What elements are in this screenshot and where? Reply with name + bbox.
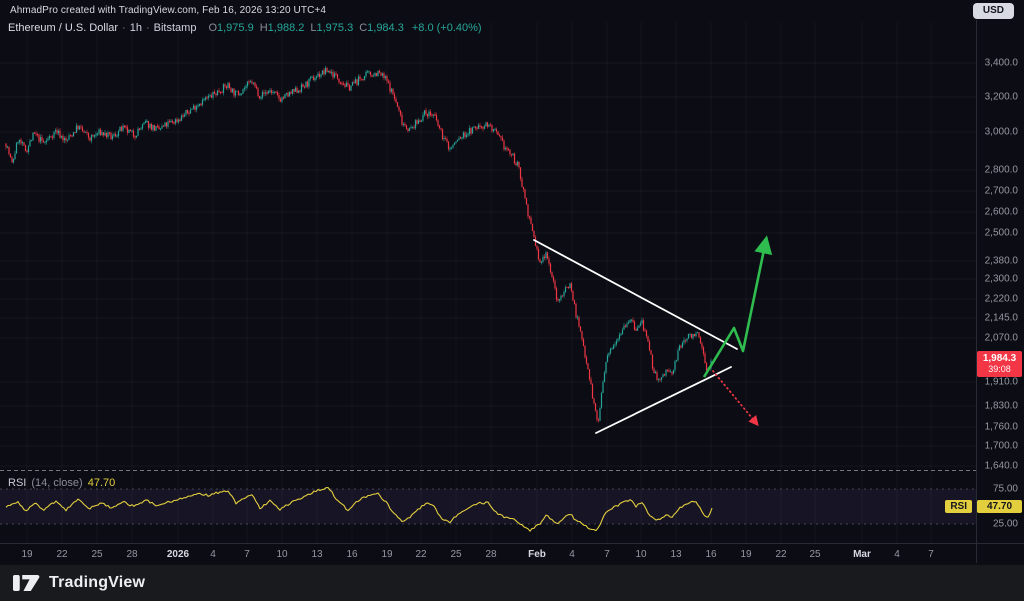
time-axis-label: 13 — [670, 549, 682, 560]
time-axis-label: 7 — [928, 549, 934, 560]
time-axis[interactable]: 19 22 25 28 2026 4 7 10 13 16 19 22 25 28 Feb 4 7 10 13 16 1… — [0, 0, 976, 563]
time-axis-label: 10 — [635, 549, 647, 560]
open-label: O — [208, 22, 217, 34]
chart-canvas[interactable] — [0, 0, 1024, 565]
price-axis-label: 1,700.0 — [984, 440, 1018, 452]
price-axis-label: 1,910.0 — [984, 376, 1018, 388]
time-axis-label: 25 — [809, 549, 821, 560]
brand-name: TradingView — [49, 574, 146, 591]
tradingview-logo[interactable] — [13, 575, 40, 591]
low-label: L — [310, 22, 317, 34]
time-axis-label: 16 — [705, 549, 717, 560]
time-axis-label: 19 — [740, 549, 752, 560]
price-axis-label: 2,300.0 — [984, 273, 1018, 285]
ohlc-values: O1,975.9 H1,988.2 L1,975.3 C1,984.3 +8.0… — [208, 22, 481, 34]
price-axis[interactable]: 1,984.3 39:08 47.70 3,400.0 3,200.0 3,000.… — [976, 0, 1024, 563]
header-bar: AhmadPro created with TradingView.com, F… — [0, 0, 1024, 21]
time-axis-label: 7 — [604, 549, 610, 560]
current-price-badge: 1,984.3 39:08 — [977, 351, 1022, 377]
price-axis-label: 3,000.0 — [984, 126, 1018, 138]
symbol-legend: Ethereum / U.S. Dollar · 1h · Bitstamp O… — [8, 22, 482, 34]
price-axis-label: 2,380.0 — [984, 255, 1018, 267]
time-axis-label: 28 — [126, 549, 138, 560]
close-value: 1,984.3 — [367, 22, 404, 34]
symbol-title[interactable]: Ethereum / U.S. Dollar — [8, 22, 119, 34]
legend-separator: · — [145, 22, 150, 34]
price-axis-label: 1,830.0 — [984, 400, 1018, 412]
price-axis-label: 1,760.0 — [984, 421, 1018, 433]
legend-separator: · — [122, 22, 126, 34]
price-axis-label: 2,500.0 — [984, 227, 1018, 239]
time-axis-label: 22 — [415, 549, 427, 560]
price-axis-label: 75.00 — [992, 483, 1018, 495]
time-axis-label: 4 — [894, 549, 900, 560]
rsi-params: (14, close) — [31, 477, 83, 489]
candles-down-bodies — [5, 68, 708, 421]
time-axis-label: Mar — [853, 549, 871, 560]
time-axis-label: 16 — [346, 549, 358, 560]
exchange-label: Bitstamp — [153, 22, 197, 34]
price-axis-label: 2,220.0 — [984, 293, 1018, 305]
rsi-indicator-legend: RSI (14, close) 47.70 — [8, 477, 115, 489]
price-axis-label: 1,640.0 — [984, 460, 1018, 472]
time-axis-label: 2026 — [166, 549, 190, 560]
candles-up-bodies — [6, 68, 712, 421]
interval-label[interactable]: 1h — [129, 22, 142, 34]
price-axis-label: 2,070.0 — [984, 332, 1018, 344]
time-axis-label: 25 — [91, 549, 103, 560]
resistance-trendline[interactable] — [533, 239, 738, 350]
snapshot-credit: AhmadPro created with TradingView.com, F… — [10, 5, 327, 16]
close-label: C — [359, 22, 368, 34]
price-axis-label: 2,600.0 — [984, 206, 1018, 218]
price-axis-label: 2,700.0 — [984, 185, 1018, 197]
time-axis-label: 4 — [210, 549, 216, 560]
bullish-projection-arrow[interactable] — [702, 235, 773, 378]
open-value: 1,975.9 — [217, 22, 254, 34]
time-axis-label: 7 — [244, 549, 250, 560]
high-value: 1,988.2 — [267, 22, 305, 34]
change-value: +8.0 (+0.40%) — [411, 22, 482, 34]
time-axis-label: 28 — [485, 549, 497, 560]
footer-bar: TradingView — [0, 565, 1024, 601]
currency-button[interactable]: USD — [972, 2, 1014, 19]
time-axis-label: 4 — [569, 549, 575, 560]
time-axis-label: 22 — [775, 549, 787, 560]
rsi-title[interactable]: RSI — [8, 477, 27, 489]
high-label: H — [259, 22, 268, 34]
price-axis-label: 2,800.0 — [984, 164, 1018, 176]
time-axis-label: 19 — [381, 549, 393, 560]
rsi-value: 47.70 — [87, 477, 116, 489]
time-axis-label: Feb — [528, 549, 546, 560]
bearish-projection-arrow[interactable] — [712, 370, 759, 427]
price-axis-label: 2,145.0 — [984, 312, 1018, 324]
time-axis-label: 13 — [311, 549, 323, 560]
low-value: 1,975.3 — [316, 22, 354, 34]
price-axis-label: 3,200.0 — [984, 91, 1018, 103]
support-trendline[interactable] — [595, 366, 732, 434]
time-axis-label: 10 — [276, 549, 288, 560]
time-axis-label: 25 — [450, 549, 462, 560]
bar-countdown: 39:08 — [988, 364, 1011, 374]
price-axis-label: 3,400.0 — [984, 57, 1018, 69]
time-axis-label: 19 — [21, 549, 33, 560]
price-axis-label: 25.00 — [992, 518, 1018, 530]
current-price-value: 1,984.3 — [982, 353, 1017, 364]
rsi-name-badge: RSI — [945, 500, 972, 513]
rsi-value-badge: 47.70 — [977, 500, 1022, 513]
rsi-line — [5, 486, 713, 532]
time-axis-label: 22 — [56, 549, 68, 560]
